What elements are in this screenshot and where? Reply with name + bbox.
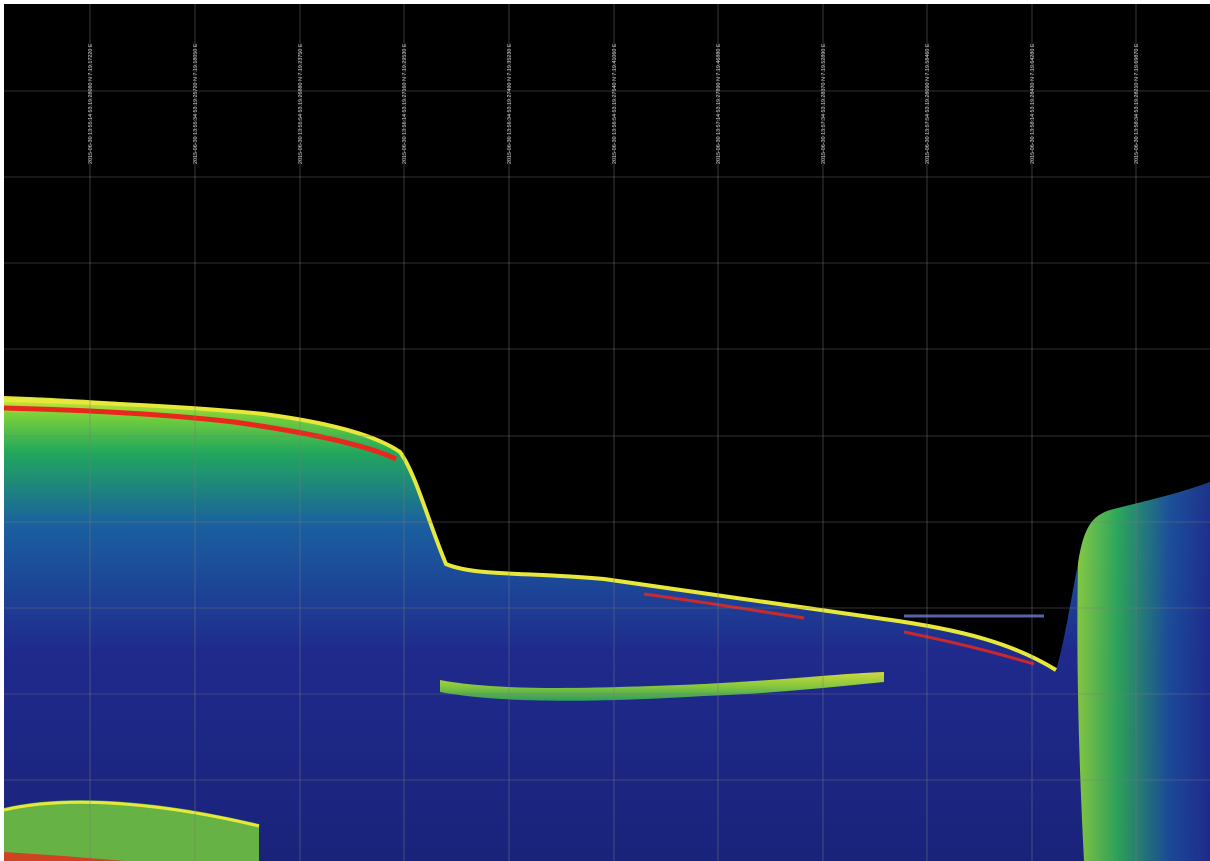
track-label: 2015-06-30 13:58:34 53.19.28210 N 7.19.6… — [1134, 43, 1140, 164]
echogram-svg: 2015-06-30 13:55:14 53.19.28080 N 7.19.1… — [4, 4, 1210, 861]
track-label: 2015-06-30 13:57:34 53.19.28370 N 7.19.5… — [821, 43, 827, 164]
track-label: 2015-06-30 13:58:14 53.19.28430 N 7.19.6… — [1030, 43, 1036, 164]
track-labels: 2015-06-30 13:55:14 53.19.28080 N 7.19.1… — [88, 43, 1140, 164]
track-label: 2015-06-30 13:57:54 53.19.28090 N 7.19.5… — [925, 43, 931, 164]
track-label: 2015-06-30 13:56:54 53.19.27540 N 7.19.4… — [612, 43, 618, 164]
seabed-red-patches — [643, 592, 1035, 666]
grid — [4, 4, 1210, 861]
sediment-layer — [4, 396, 1210, 861]
echogram-canvas: 2015-06-30 13:55:14 53.19.28080 N 7.19.1… — [4, 4, 1210, 861]
track-label: 2015-06-30 13:55:14 53.19.28080 N 7.19.1… — [88, 43, 94, 164]
subsurface-band — [440, 672, 884, 701]
track-label: 2015-06-30 13:55:34 53.19.25720 N 7.19.1… — [193, 43, 199, 164]
lower-echo-line — [4, 800, 260, 828]
track-label: 2015-06-30 13:56:34 53.19.27490 N 7.19.3… — [507, 43, 513, 164]
track-label: 2015-06-30 13:56:14 53.19.27160 N 7.19.2… — [402, 43, 408, 164]
lower-echo-red — [4, 852, 124, 861]
track-label: 2015-06-30 13:55:54 53.19.26880 N 7.19.2… — [298, 43, 304, 164]
seabed-reflection-upper — [4, 398, 1058, 672]
right-bank — [1077, 482, 1210, 861]
track-label: 2015-06-30 13:57:14 53.19.27890 N 7.19.4… — [716, 43, 722, 164]
seabed-reflection — [4, 405, 398, 462]
